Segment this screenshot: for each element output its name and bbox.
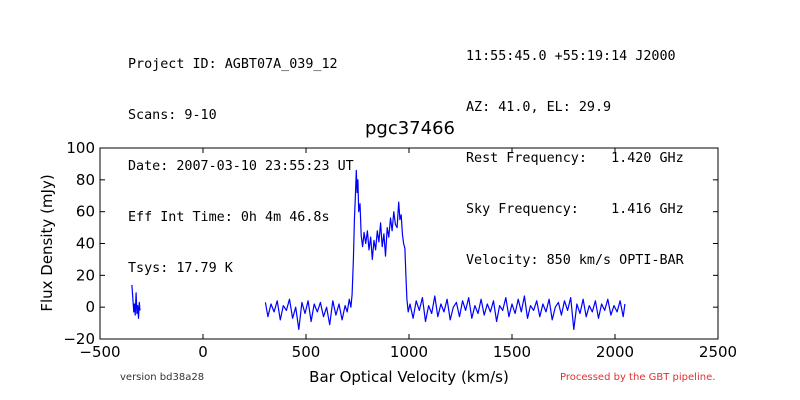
coordinates-text: 11:55:45.0 +55:19:14 J2000 <box>466 49 676 64</box>
chart-title: pgc37466 <box>365 118 455 139</box>
pipeline-credit: Processed by the GBT pipeline. <box>560 372 715 383</box>
spectrum-line-segment-2 <box>264 169 626 330</box>
y-tick-label: 20 <box>76 266 95 284</box>
observation-info-left: Project ID: AGBT07A_039_12 Scans: 9-10 D… <box>128 22 354 294</box>
x-tick-label: 0 <box>198 343 208 361</box>
tsys-text: Tsys: 17.79 K <box>128 261 233 276</box>
y-tick-label: 40 <box>76 235 95 253</box>
version-text: version bd38a28 <box>120 372 204 383</box>
spectrum-line-segment-1 <box>131 284 141 319</box>
project-id-text: Project ID: AGBT07A_039_12 <box>128 57 338 72</box>
sky-frequency-text: Sky Frequency: 1.416 GHz <box>466 202 684 217</box>
date-text: Date: 2007-03-10 23:55:23 UT <box>128 159 354 174</box>
y-tick-label: 0 <box>85 298 95 316</box>
x-tick-label: −500 <box>79 343 120 361</box>
velocity-text: Velocity: 850 km/s OPTI-BAR <box>466 253 684 268</box>
y-axis-label: Flux Density (mJy) <box>38 174 56 311</box>
axis-ticks: −500 0 500 1000 1500 2000 2500 −20 0 20 40 60 80 100 <box>63 139 737 361</box>
y-tick-label: 100 <box>66 139 95 157</box>
plot-area <box>131 169 626 330</box>
x-axis-label: Bar Optical Velocity (km/s) <box>309 368 509 386</box>
x-tick-label: 1500 <box>493 343 531 361</box>
y-tick-label: 80 <box>76 171 95 189</box>
x-tick-label: 2500 <box>699 343 737 361</box>
integration-time-text: Eff Int Time: 0h 4m 46.8s <box>128 210 330 225</box>
x-tick-label: 500 <box>292 343 321 361</box>
x-tick-label: 1000 <box>390 343 428 361</box>
az-el-text: AZ: 41.0, EL: 29.9 <box>466 100 612 115</box>
scans-text: Scans: 9-10 <box>128 108 217 123</box>
y-tick-label: −20 <box>63 330 95 348</box>
x-tick-label: 2000 <box>596 343 634 361</box>
rest-frequency-text: Rest Frequency: 1.420 GHz <box>466 151 684 166</box>
observation-info-right: 11:55:45.0 +55:19:14 J2000 AZ: 41.0, EL:… <box>466 14 684 286</box>
y-tick-label: 60 <box>76 203 95 221</box>
